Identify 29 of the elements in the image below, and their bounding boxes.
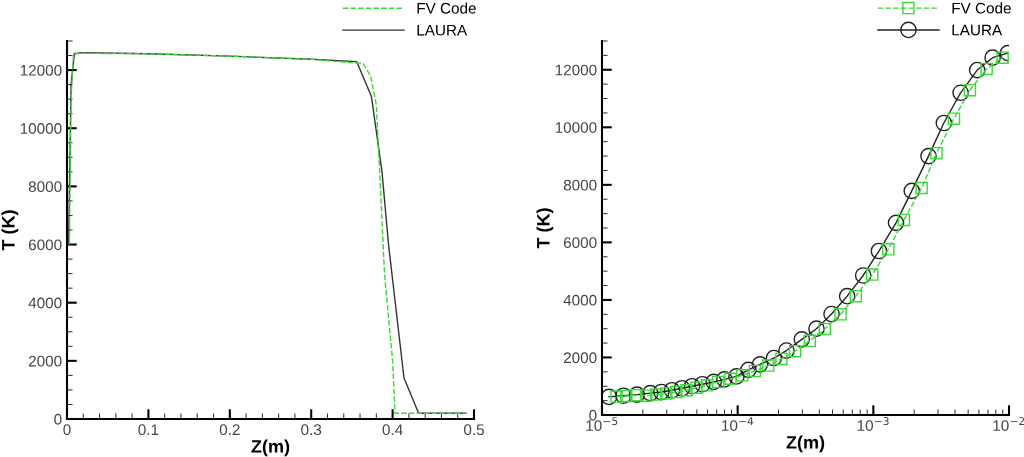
x-tick-label: 10$^{−2}$ [993, 417, 1024, 431]
y-tick-label: 6000 [563, 237, 597, 249]
y-axis-title: T (K) [536, 208, 554, 249]
y-tick-label: 10000 [555, 122, 597, 133]
y-tick-label: 8000 [563, 179, 597, 191]
y-tick-label: 12000 [555, 64, 597, 76]
y-tick-label: 4000 [28, 297, 62, 309]
x-axis-title: Z(m) [786, 435, 825, 453]
x-tick-label: 0.2 [219, 424, 240, 436]
y-tick-label: 6000 [28, 239, 62, 251]
x-tick-label: 0.4 [382, 424, 403, 436]
x-tick-label: 10$^{−3}$ [857, 417, 889, 431]
x-tick-label: 0 [63, 424, 71, 436]
y-tick-label: 10000 [20, 123, 62, 134]
y-tick-label: 8000 [28, 181, 62, 193]
legend-label: LAURA [417, 24, 468, 36]
x-tick-label: 10$^{−4}$ [722, 417, 754, 431]
legend-label: FV Code [952, 2, 1011, 14]
legend-label: FV Code [417, 2, 476, 14]
x-tick-label: 0.3 [301, 424, 322, 436]
x-tick-label: 0.1 [138, 424, 159, 436]
y-axis-title: T (K) [1, 210, 19, 251]
x-axis-title: Z(m) [251, 439, 290, 457]
x-tick-label: 0.5 [463, 424, 484, 436]
y-tick-label: 2000 [563, 352, 597, 364]
legend-label: LAURA [952, 24, 1003, 36]
y-tick-label: 4000 [563, 294, 597, 306]
y-tick-label: 2000 [28, 355, 62, 367]
y-tick-label: 12000 [20, 64, 62, 76]
